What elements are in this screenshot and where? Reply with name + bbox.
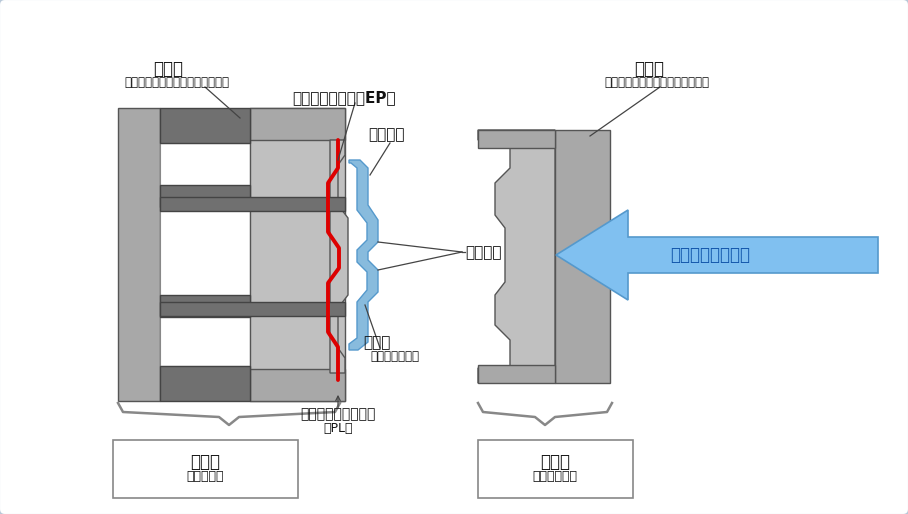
Text: （キャビティ）: （キャビティ） (370, 350, 419, 363)
Bar (250, 108, 345, 140)
FancyBboxPatch shape (113, 440, 298, 498)
Bar (160, 143, 250, 366)
Text: 固定盤: 固定盤 (634, 60, 664, 78)
Bar (478, 130, 555, 148)
Text: パーティングライン: パーティングライン (301, 407, 376, 421)
Bar (555, 130, 610, 383)
Text: ゲート跡: ゲート跡 (465, 245, 501, 260)
Bar (160, 185, 250, 207)
Text: 可動側: 可動側 (190, 453, 220, 471)
Text: （金型の可動側を取り付ける板）: （金型の可動側を取り付ける板） (124, 76, 229, 89)
Text: （キャビ側）: （キャビ側） (532, 470, 577, 483)
Polygon shape (478, 130, 555, 383)
Bar (160, 366, 250, 401)
Bar (160, 108, 250, 143)
Bar (160, 197, 345, 211)
Bar (118, 108, 160, 401)
Text: 可動盤: 可動盤 (153, 60, 183, 78)
Text: 抜き勾配: 抜き勾配 (368, 127, 404, 142)
Polygon shape (330, 140, 348, 373)
Bar (160, 302, 345, 316)
Bar (250, 369, 345, 401)
Bar (250, 108, 345, 401)
Polygon shape (349, 160, 378, 350)
Bar (160, 295, 250, 317)
Text: プラスチック樹脂: プラスチック樹脂 (670, 246, 750, 264)
Bar (478, 365, 555, 383)
FancyBboxPatch shape (478, 440, 633, 498)
Text: （金型の固定側を取り付ける板）: （金型の固定側を取り付ける板） (604, 76, 709, 89)
Text: 成形品: 成形品 (363, 335, 390, 350)
Text: 成形側: 成形側 (540, 453, 570, 471)
Polygon shape (556, 210, 878, 300)
Text: （コア側）: （コア側） (186, 470, 223, 483)
Text: （PL）: （PL） (323, 422, 352, 435)
Text: エジェクタピン（EP）: エジェクタピン（EP） (292, 90, 396, 105)
